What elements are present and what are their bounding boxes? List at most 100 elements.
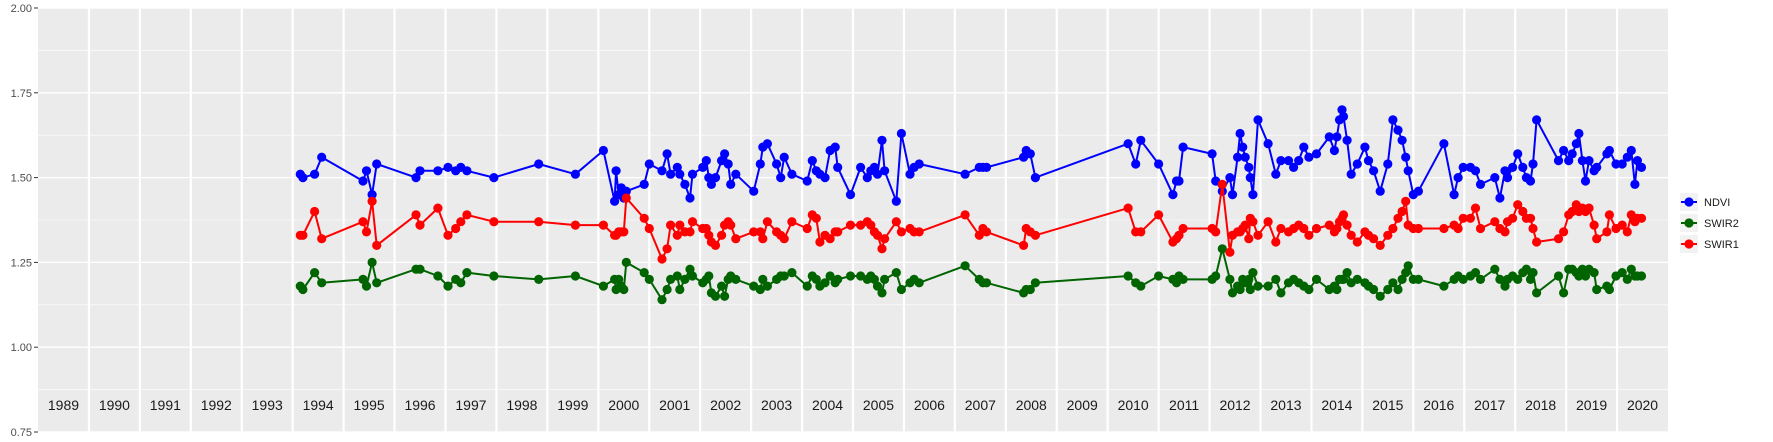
data-point bbox=[1369, 166, 1379, 176]
data-point bbox=[1235, 128, 1245, 139]
data-point bbox=[845, 190, 856, 200]
data-point bbox=[1574, 128, 1584, 139]
data-point bbox=[762, 217, 773, 227]
data-point bbox=[1352, 159, 1362, 169]
data-point bbox=[914, 159, 924, 169]
data-point bbox=[1123, 139, 1133, 149]
data-point bbox=[877, 244, 887, 254]
data-point bbox=[433, 203, 443, 213]
data-point bbox=[1567, 149, 1577, 159]
data-point bbox=[872, 230, 883, 240]
data-point bbox=[1553, 156, 1564, 166]
legend-dot bbox=[1684, 197, 1694, 207]
data-point bbox=[1518, 206, 1528, 217]
year-label: 1994 bbox=[303, 397, 334, 413]
data-point bbox=[1617, 268, 1627, 278]
data-point bbox=[411, 210, 421, 220]
data-point bbox=[1227, 190, 1238, 200]
year-label: 1991 bbox=[150, 397, 181, 413]
data-point bbox=[1604, 284, 1614, 295]
data-point bbox=[1263, 139, 1273, 149]
legend: NDVI SWIR2 SWIR1 bbox=[1676, 188, 1768, 265]
data-point bbox=[749, 186, 759, 196]
data-point bbox=[1580, 271, 1591, 281]
data-point bbox=[1393, 284, 1403, 295]
data-point bbox=[1271, 237, 1281, 247]
y-tick-label: 1.25 bbox=[11, 257, 32, 269]
data-point bbox=[1332, 132, 1342, 142]
data-point bbox=[1174, 176, 1184, 186]
legend-dot bbox=[1684, 218, 1694, 228]
data-point bbox=[621, 257, 631, 267]
data-point bbox=[1622, 152, 1632, 162]
data-point bbox=[1475, 223, 1486, 234]
legend-item-swir1: SWIR1 bbox=[1680, 235, 1739, 253]
data-point bbox=[1532, 115, 1542, 125]
data-point bbox=[891, 196, 901, 206]
data-point bbox=[717, 230, 727, 240]
data-point bbox=[1604, 210, 1614, 220]
data-point bbox=[358, 176, 368, 186]
year-label: 1999 bbox=[557, 397, 588, 413]
data-point bbox=[1342, 268, 1352, 278]
data-point bbox=[610, 196, 620, 206]
data-point bbox=[710, 173, 721, 183]
data-point bbox=[1630, 179, 1640, 189]
data-point bbox=[779, 271, 789, 281]
data-point bbox=[489, 173, 499, 183]
data-point bbox=[1338, 111, 1349, 122]
year-label: 2006 bbox=[914, 397, 945, 413]
data-point bbox=[534, 159, 544, 169]
data-point bbox=[866, 220, 876, 230]
data-point bbox=[1342, 220, 1352, 230]
data-point bbox=[1393, 125, 1403, 135]
data-point bbox=[1622, 274, 1632, 284]
data-point bbox=[1207, 149, 1217, 159]
data-point bbox=[710, 240, 721, 250]
data-point bbox=[891, 268, 901, 278]
data-point bbox=[1458, 213, 1468, 223]
data-point bbox=[1525, 176, 1536, 186]
data-point bbox=[833, 274, 843, 284]
data-point bbox=[1397, 135, 1407, 145]
data-point bbox=[896, 284, 907, 295]
data-point bbox=[1439, 281, 1449, 291]
data-point bbox=[639, 268, 649, 278]
data-point bbox=[317, 234, 327, 244]
data-point bbox=[862, 173, 872, 183]
data-point bbox=[802, 176, 812, 186]
data-point bbox=[717, 281, 727, 291]
data-point bbox=[1311, 274, 1322, 284]
data-point bbox=[310, 169, 320, 179]
data-point bbox=[1567, 206, 1577, 217]
data-point bbox=[462, 210, 472, 220]
data-point bbox=[644, 223, 654, 234]
data-point bbox=[1495, 193, 1505, 203]
data-point bbox=[1178, 142, 1188, 152]
legend-label: NDVI bbox=[1704, 197, 1730, 209]
data-point bbox=[1174, 230, 1184, 240]
data-point bbox=[619, 227, 629, 237]
data-point bbox=[704, 271, 714, 281]
data-point bbox=[1403, 261, 1413, 271]
data-point bbox=[1559, 288, 1569, 298]
data-point bbox=[960, 169, 970, 179]
data-point bbox=[1453, 223, 1463, 234]
data-point bbox=[433, 166, 443, 176]
data-point bbox=[1244, 274, 1254, 284]
data-point bbox=[639, 213, 649, 223]
data-point bbox=[825, 234, 835, 244]
data-point bbox=[675, 169, 685, 179]
year-label: 2000 bbox=[608, 397, 639, 413]
y-tick-label: 0.75 bbox=[11, 427, 32, 439]
legend-dot bbox=[1684, 239, 1694, 249]
data-point bbox=[755, 284, 765, 295]
data-point bbox=[820, 173, 830, 183]
data-point bbox=[443, 281, 453, 291]
data-point bbox=[698, 162, 708, 172]
data-point bbox=[1592, 284, 1602, 295]
data-point bbox=[415, 166, 425, 176]
data-point bbox=[731, 234, 741, 244]
data-point bbox=[1574, 271, 1584, 281]
data-point bbox=[726, 179, 736, 189]
